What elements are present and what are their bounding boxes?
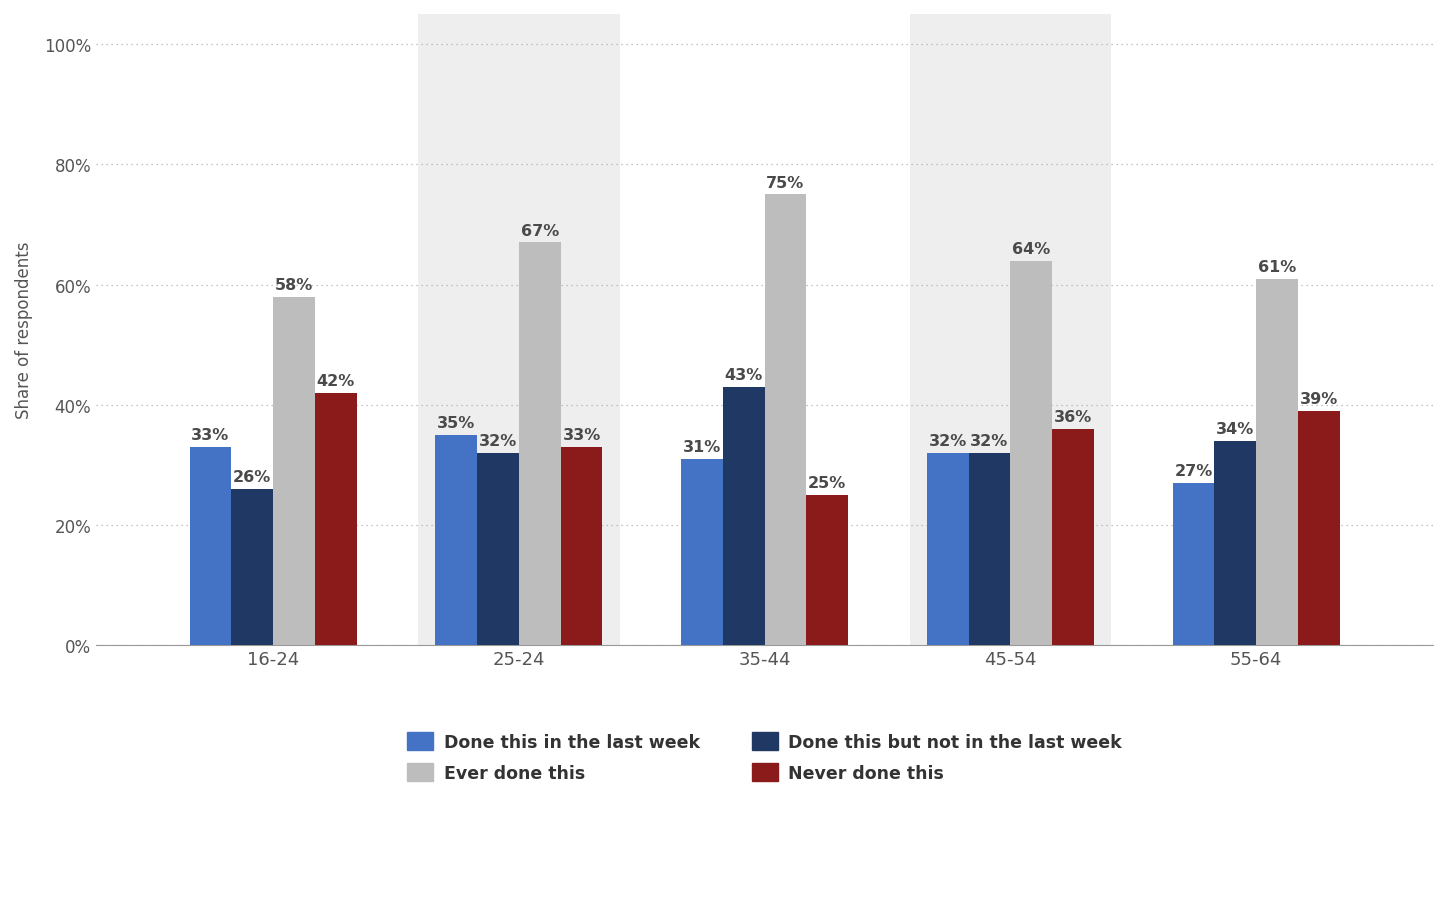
Bar (436, 435, 476, 646)
Bar (1173, 483, 1215, 646)
Text: 27%: 27% (1174, 463, 1212, 479)
Bar (1255, 279, 1297, 646)
Bar (1297, 412, 1339, 646)
Bar (1011, 261, 1053, 646)
Text: 43%: 43% (724, 368, 763, 383)
Text: 32%: 32% (479, 433, 517, 449)
Text: 61%: 61% (1258, 259, 1296, 275)
Text: 58%: 58% (275, 277, 313, 293)
Bar (232, 489, 274, 646)
Text: 75%: 75% (766, 175, 805, 191)
Bar (190, 447, 232, 646)
Text: 26%: 26% (233, 470, 271, 485)
Text: 32%: 32% (928, 433, 967, 449)
Text: 39%: 39% (1300, 392, 1338, 406)
Bar (969, 453, 1011, 646)
Text: 33%: 33% (562, 428, 601, 442)
Bar (314, 394, 356, 646)
Text: 67%: 67% (521, 223, 559, 238)
Bar (518, 243, 560, 646)
Bar (1053, 430, 1093, 646)
Bar (909, 15, 1111, 646)
Y-axis label: Share of respondents: Share of respondents (14, 242, 33, 419)
Text: 35%: 35% (437, 415, 475, 431)
Bar (560, 447, 602, 646)
Bar (723, 387, 765, 646)
Text: 36%: 36% (1054, 410, 1092, 424)
Text: 31%: 31% (683, 440, 721, 454)
Text: 32%: 32% (970, 433, 1009, 449)
Text: 25%: 25% (808, 476, 847, 490)
Bar (765, 195, 807, 646)
Text: 64%: 64% (1012, 241, 1050, 256)
Text: 42%: 42% (317, 374, 355, 388)
Bar (1215, 442, 1255, 646)
Bar (476, 453, 518, 646)
Bar (418, 15, 620, 646)
Text: 34%: 34% (1216, 422, 1254, 437)
Bar (807, 496, 849, 646)
Bar (681, 460, 723, 646)
Bar (274, 297, 314, 646)
Bar (927, 453, 969, 646)
Legend: Done this in the last week, Ever done this, Done this but not in the last week, : Done this in the last week, Ever done th… (398, 723, 1131, 791)
Text: 33%: 33% (191, 428, 230, 442)
